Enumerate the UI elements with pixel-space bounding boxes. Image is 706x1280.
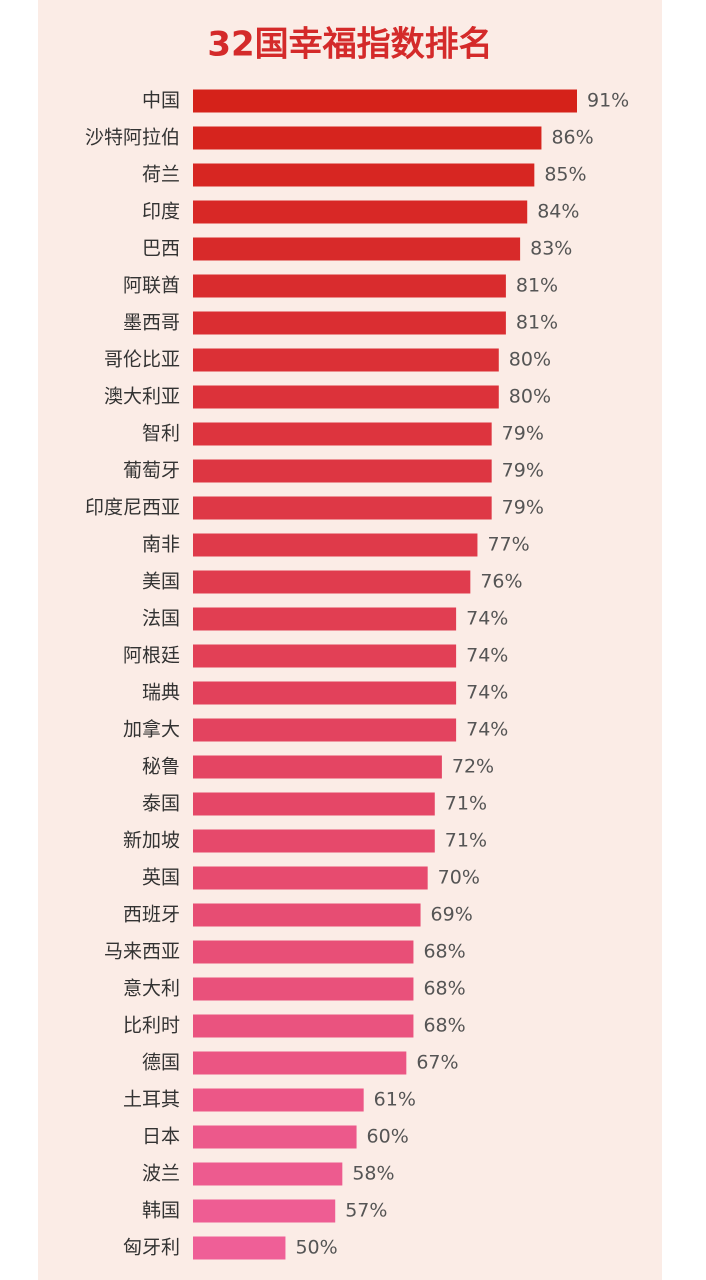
value-label: 71%: [445, 830, 487, 852]
value-label: 68%: [423, 1015, 465, 1037]
value-label: 86%: [551, 127, 593, 149]
value-label: 74%: [466, 682, 508, 704]
category-label: 瑞典: [142, 682, 180, 704]
value-label: 68%: [423, 941, 465, 963]
bar: [193, 1051, 407, 1075]
bar: [193, 1014, 414, 1038]
bar: [193, 792, 435, 816]
category-label: 德国: [142, 1052, 180, 1074]
value-label: 80%: [509, 349, 551, 371]
bar: [193, 570, 471, 594]
category-label: 泰国: [142, 793, 180, 815]
category-label: 美国: [142, 571, 180, 593]
value-label: 91%: [587, 90, 629, 112]
category-label: 哥伦比亚: [104, 349, 180, 371]
value-label: 84%: [537, 201, 579, 223]
bar: [193, 1199, 336, 1223]
category-label: 印度尼西亚: [85, 497, 180, 519]
value-label: 72%: [452, 756, 494, 778]
value-label: 76%: [480, 571, 522, 593]
bar: [193, 755, 442, 779]
value-label: 79%: [502, 423, 544, 445]
value-label: 74%: [466, 719, 508, 741]
bar: [193, 163, 535, 187]
bar: [193, 311, 506, 335]
bar: [193, 718, 457, 742]
value-label: 74%: [466, 645, 508, 667]
bar: [193, 496, 492, 520]
category-label: 新加坡: [123, 830, 180, 852]
value-label: 83%: [530, 238, 572, 260]
category-label: 葡萄牙: [123, 460, 180, 482]
category-label: 中国: [142, 90, 180, 112]
value-label: 79%: [502, 460, 544, 482]
category-label: 印度: [142, 201, 180, 223]
bar: [193, 866, 428, 890]
category-label: 加拿大: [123, 718, 180, 741]
bar: [193, 977, 414, 1001]
value-label: 85%: [544, 164, 586, 186]
category-label: 匈牙利: [123, 1237, 180, 1259]
category-label: 沙特阿拉伯: [85, 127, 180, 149]
bar: [193, 1236, 286, 1260]
bar: [193, 459, 492, 483]
category-label: 法国: [142, 608, 180, 630]
value-label: 50%: [295, 1237, 337, 1259]
value-label: 60%: [367, 1126, 409, 1148]
bar: [193, 237, 521, 261]
category-label: 巴西: [142, 238, 180, 260]
bar: [193, 903, 421, 927]
value-label: 70%: [438, 867, 480, 889]
value-label: 74%: [466, 608, 508, 630]
value-label: 80%: [509, 386, 551, 408]
category-label: 韩国: [142, 1200, 180, 1222]
value-label: 61%: [374, 1089, 416, 1111]
bar: [193, 829, 435, 853]
value-label: 68%: [423, 978, 465, 1000]
bar: [193, 274, 506, 298]
bar: [193, 1125, 357, 1149]
bar: [193, 422, 492, 446]
category-label: 土耳其: [123, 1089, 180, 1111]
value-label: 79%: [502, 497, 544, 519]
bar: [193, 1162, 343, 1186]
bar: [193, 89, 577, 113]
value-label: 77%: [487, 534, 529, 556]
bar: [193, 385, 499, 409]
bar: [193, 533, 478, 557]
value-label: 71%: [445, 793, 487, 815]
value-label: 69%: [431, 904, 473, 926]
category-label: 秘鲁: [142, 756, 180, 778]
category-label: 比利时: [123, 1015, 180, 1037]
category-label: 阿联酋: [123, 275, 180, 297]
bar: [193, 644, 457, 668]
bar: [193, 940, 414, 964]
category-label: 智利: [142, 423, 180, 445]
category-label: 南非: [142, 534, 180, 556]
category-label: 波兰: [142, 1163, 180, 1185]
category-label: 日本: [142, 1126, 180, 1148]
category-label: 澳大利亚: [104, 386, 180, 408]
value-label: 58%: [352, 1163, 394, 1185]
bar: [193, 126, 542, 150]
chart-title: 32国幸福指数排名: [207, 25, 492, 65]
value-label: 81%: [516, 275, 558, 297]
category-label: 阿根廷: [123, 645, 180, 667]
bar: [193, 681, 457, 705]
value-label: 57%: [345, 1200, 387, 1222]
category-label: 墨西哥: [123, 312, 180, 334]
bar: [193, 1088, 364, 1112]
category-label: 荷兰: [142, 164, 180, 186]
value-label: 67%: [416, 1052, 458, 1074]
bar: [193, 348, 499, 372]
category-label: 英国: [142, 867, 180, 889]
category-label: 马来西亚: [104, 941, 180, 963]
bar: [193, 607, 457, 631]
bar: [193, 200, 528, 224]
value-label: 81%: [516, 312, 558, 334]
category-label: 意大利: [123, 978, 180, 1000]
category-label: 西班牙: [123, 904, 180, 926]
